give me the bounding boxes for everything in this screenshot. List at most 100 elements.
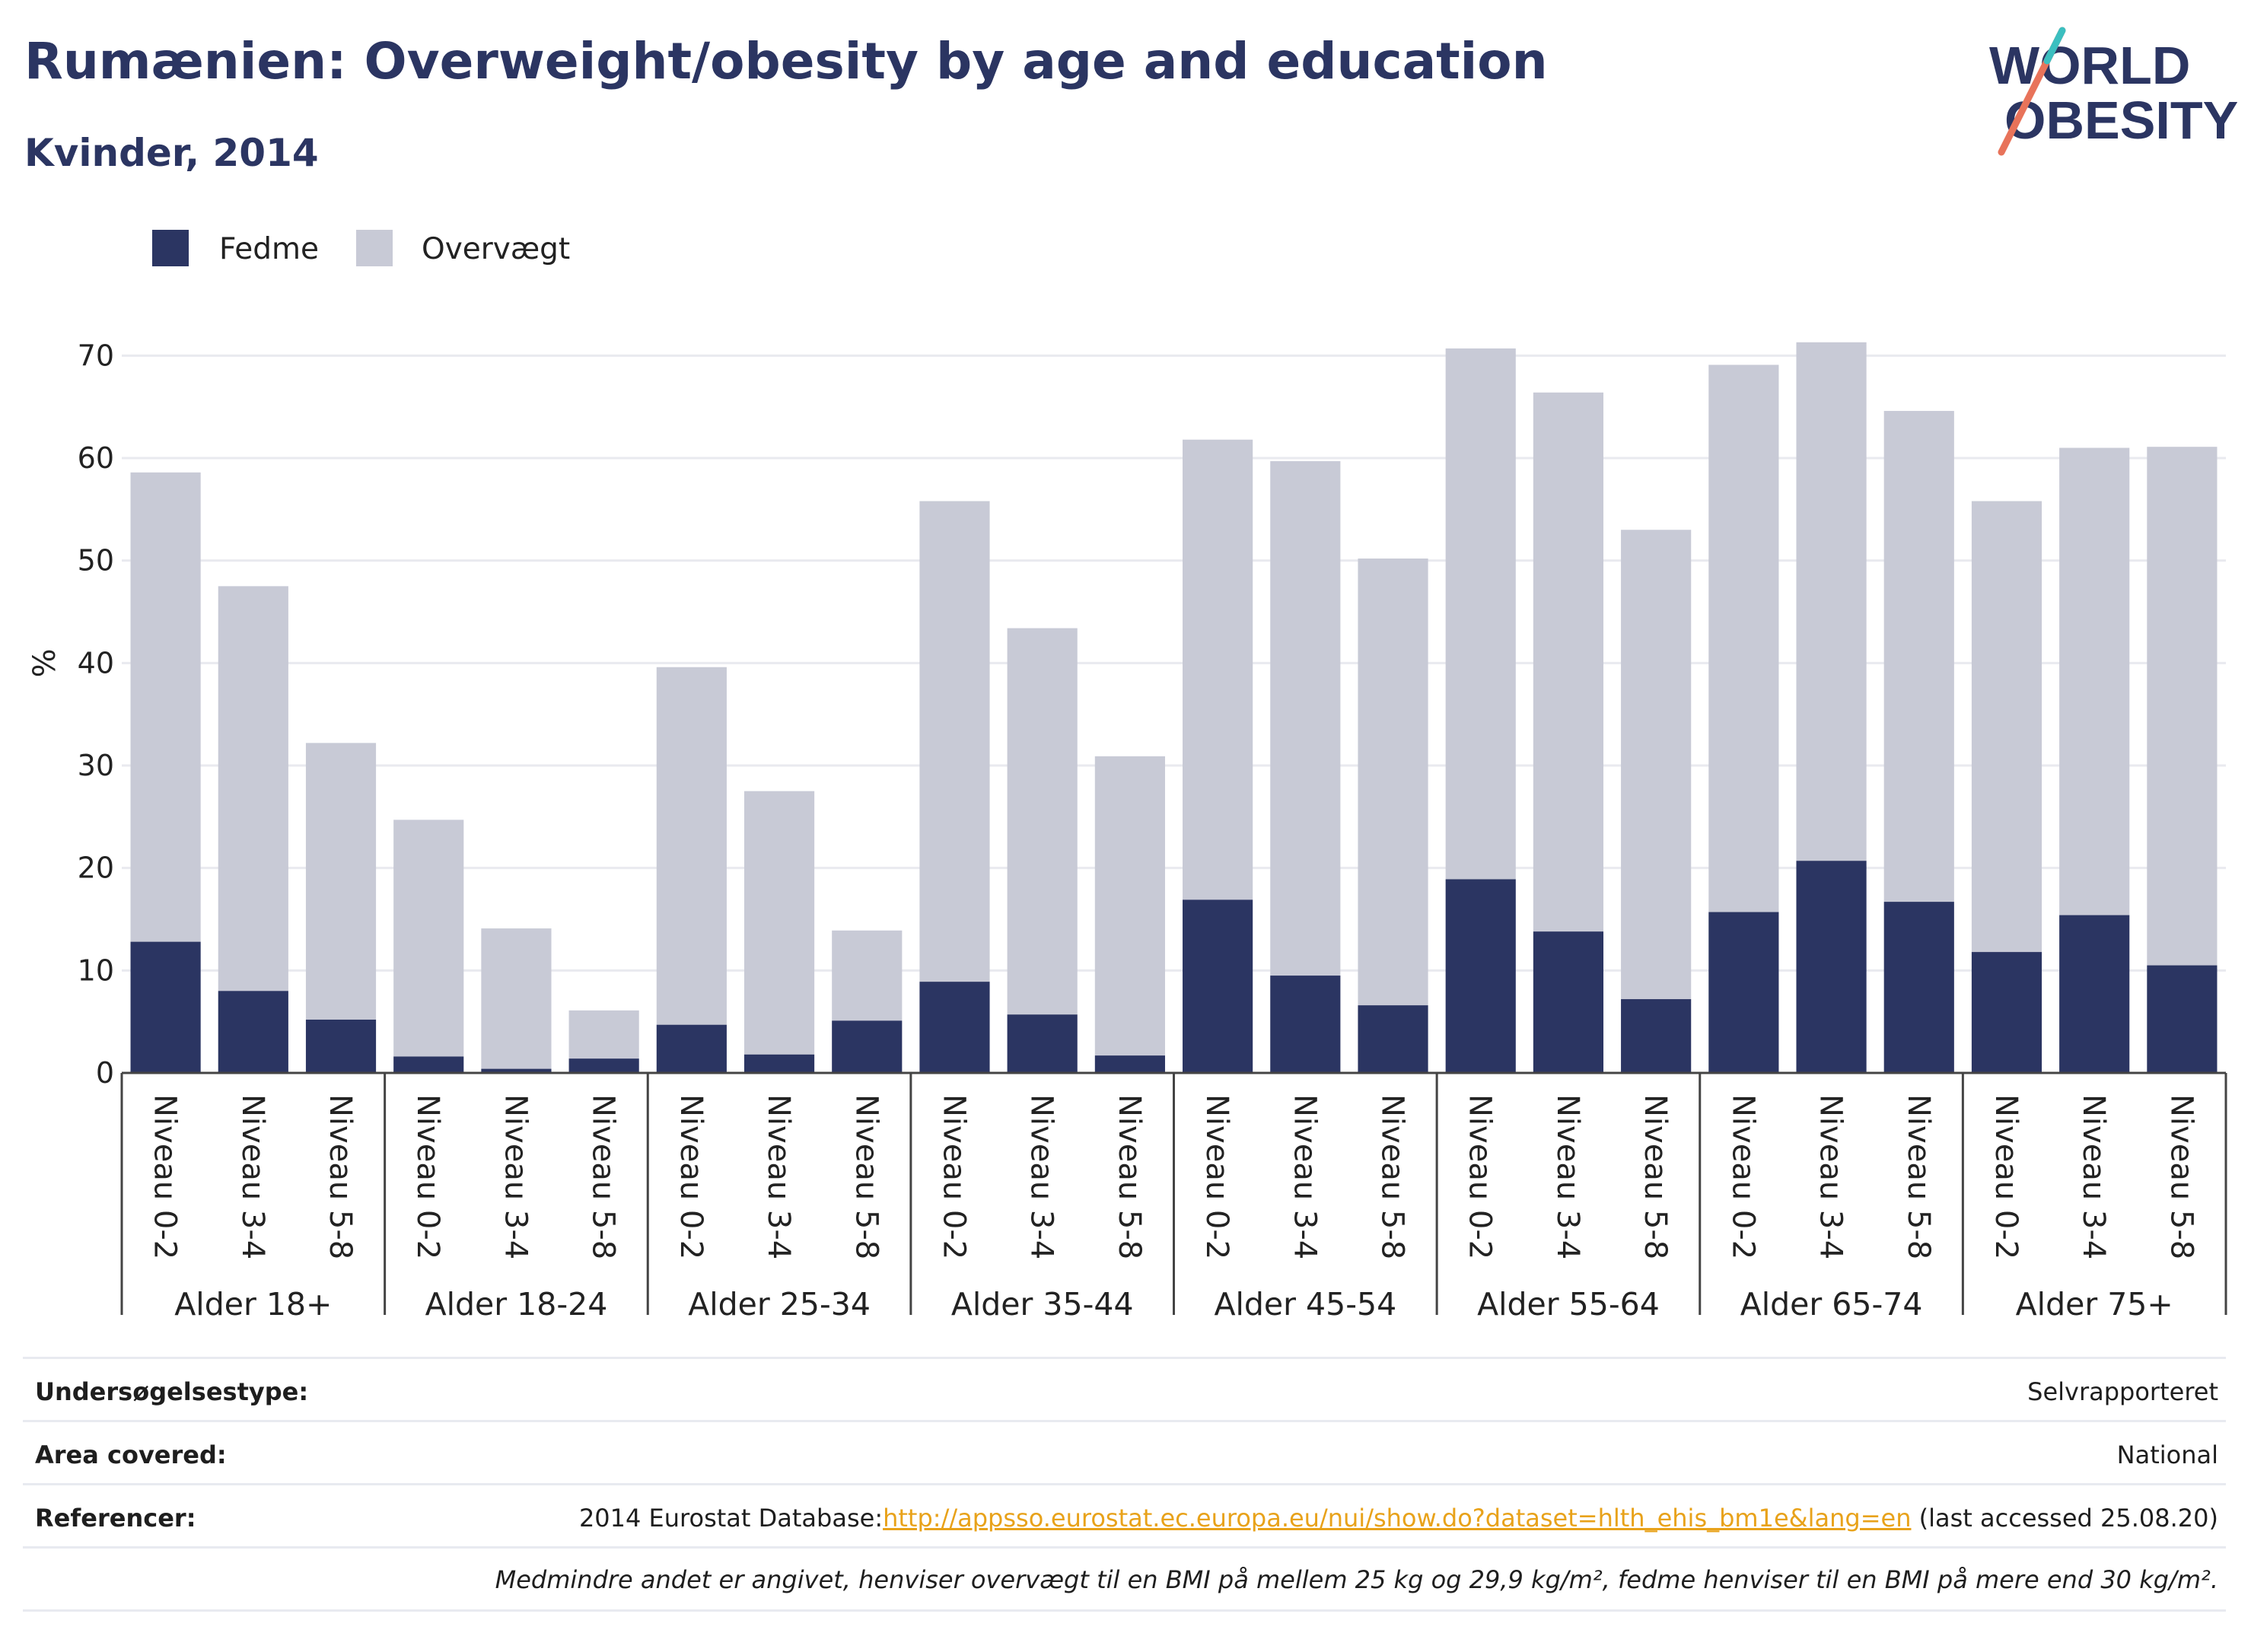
- bar-fedme: [1094, 1055, 1165, 1073]
- world-obesity-logo: WORLD OBESITY: [1989, 27, 2237, 156]
- bar-overvaegt: [1445, 348, 1516, 880]
- y-tick-label: 60: [78, 441, 114, 475]
- logo-line2: OBESITY: [2004, 91, 2237, 150]
- bar-fedme: [481, 1068, 552, 1073]
- bar-fedme: [656, 1024, 727, 1073]
- page-title: Rumænien: Overweight/obesity by age and …: [24, 32, 1548, 91]
- category-label: Niveau 3-4: [2076, 1094, 2111, 1259]
- category-label: Niveau 3-4: [1550, 1094, 1585, 1259]
- legend-label-overvaegt: Overvægt: [422, 232, 570, 266]
- bar-fedme: [130, 941, 201, 1073]
- y-tick-label: 20: [78, 851, 114, 885]
- bar-overvaegt: [393, 820, 464, 1057]
- bar-fedme: [1270, 976, 1341, 1073]
- group-label: Alder 75+: [2016, 1286, 2173, 1323]
- page-subtitle: Kvinder, 2014: [24, 131, 319, 175]
- bar-overvaegt: [1621, 530, 1692, 1000]
- bar-fedme: [1621, 999, 1692, 1073]
- bar-overvaegt: [2059, 447, 2130, 915]
- bar-overvaegt: [1533, 392, 1604, 932]
- bar-overvaegt: [919, 501, 990, 982]
- bar-fedme: [1971, 952, 2042, 1073]
- bar-overvaegt: [218, 586, 288, 992]
- y-tick-label: 40: [78, 646, 114, 680]
- group-label: Alder 35-44: [951, 1286, 1134, 1323]
- group-label: Alder 65-74: [1740, 1286, 1923, 1323]
- y-axis-label: %: [27, 648, 62, 677]
- bar-fedme: [919, 982, 990, 1073]
- bar-fedme: [2147, 965, 2218, 1073]
- reference-prefix: 2014 Eurostat Database:: [578, 1504, 884, 1533]
- bar-overvaegt: [1796, 342, 1867, 861]
- bar-fedme: [305, 1019, 377, 1073]
- bar-fedme: [2059, 915, 2130, 1073]
- references-label: Referencer:: [35, 1504, 196, 1533]
- bar-fedme: [1708, 912, 1779, 1073]
- area-value: National: [2116, 1440, 2218, 1469]
- info-table: Undersøgelsestype: Selvrapporteret Area …: [23, 1357, 2226, 1612]
- category-label: Niveau 0-2: [673, 1094, 708, 1259]
- category-label: Niveau 5-8: [1638, 1094, 1673, 1259]
- bar-overvaegt: [1270, 461, 1341, 976]
- category-label: Niveau 0-2: [1199, 1094, 1234, 1259]
- group-label: Alder 45-54: [1214, 1286, 1396, 1323]
- logo-slash-upper: [2043, 27, 2066, 65]
- bar-fedme: [832, 1020, 903, 1073]
- area-label: Area covered:: [35, 1440, 227, 1469]
- note-row: Medmindre andet er angivet, henviser ove…: [23, 1546, 2226, 1612]
- category-label: Niveau 3-4: [235, 1094, 270, 1259]
- references-row: Referencer: 2014 Eurostat Database:http:…: [23, 1483, 2226, 1546]
- bar-overvaegt: [2147, 447, 2218, 966]
- category-label: Niveau 5-8: [849, 1094, 884, 1259]
- y-tick-label: 70: [78, 339, 114, 372]
- chart-grid: [122, 354, 2226, 972]
- group-label: Alder 18+: [174, 1286, 332, 1323]
- category-label: Niveau 5-8: [586, 1094, 621, 1259]
- bar-overvaegt: [1971, 501, 2042, 953]
- bmi-note: Medmindre andet er angivet, henviser ove…: [495, 1565, 2218, 1594]
- category-label: Niveau 3-4: [498, 1094, 533, 1259]
- bar-fedme: [1183, 899, 1253, 1073]
- category-label: Niveau 3-4: [1813, 1094, 1848, 1259]
- y-tick-label: 50: [78, 544, 114, 578]
- bar-chart: 0 10 20 30 40 50 60 70% Niveau 0-2 Niveau 3-4 Nive…: [27, 230, 2227, 1323]
- bar-overvaegt: [568, 1010, 639, 1059]
- legend-label-fedme: Fedme: [219, 232, 319, 266]
- category-label: Niveau 0-2: [1988, 1094, 2023, 1259]
- category-label: Niveau 5-8: [1901, 1094, 1936, 1259]
- group-label: Alder 55-64: [1477, 1286, 1660, 1323]
- bar-overvaegt: [305, 743, 377, 1020]
- category-label: Niveau 5-8: [323, 1094, 358, 1259]
- survey-type-value: Selvrapporteret: [2027, 1377, 2218, 1406]
- category-label: Niveau 0-2: [1725, 1094, 1760, 1259]
- category-label: Niveau 5-8: [1375, 1094, 1410, 1259]
- logo-line1: WORLD: [1989, 36, 2190, 95]
- legend-swatch-overvaegt: [356, 230, 393, 266]
- bar-overvaegt: [1358, 558, 1428, 1006]
- reference-link[interactable]: http://appsso.eurostat.ec.europa.eu/nui/…: [883, 1504, 1912, 1533]
- bar-fedme: [1007, 1014, 1078, 1073]
- bar-overvaegt: [656, 667, 727, 1025]
- bar-overvaegt: [1094, 756, 1165, 1056]
- chart-bars: [130, 342, 2218, 1073]
- category-label: Niveau 5-8: [1112, 1094, 1147, 1259]
- category-label: Niveau 3-4: [1287, 1094, 1322, 1259]
- area-row: Area covered: National: [23, 1420, 2226, 1483]
- bar-overvaegt: [1007, 628, 1078, 1015]
- group-label: Alder 18-24: [425, 1286, 608, 1323]
- bar-fedme: [218, 991, 288, 1073]
- legend-swatch-fedme: [152, 230, 189, 266]
- bar-fedme: [743, 1054, 815, 1073]
- y-tick-label: 30: [78, 749, 114, 782]
- bar-overvaegt: [481, 928, 552, 1069]
- survey-type-label: Undersøgelsestype:: [35, 1377, 309, 1406]
- bar-overvaegt: [743, 791, 815, 1055]
- bar-fedme: [1445, 879, 1516, 1073]
- category-label: Niveau 0-2: [936, 1094, 971, 1259]
- category-label: Niveau 0-2: [410, 1094, 445, 1259]
- y-tick-label: 0: [96, 1056, 114, 1090]
- bar-overvaegt: [1708, 364, 1779, 912]
- bar-overvaegt: [1883, 411, 1954, 902]
- bar-fedme: [568, 1058, 639, 1073]
- bar-overvaegt: [832, 930, 903, 1021]
